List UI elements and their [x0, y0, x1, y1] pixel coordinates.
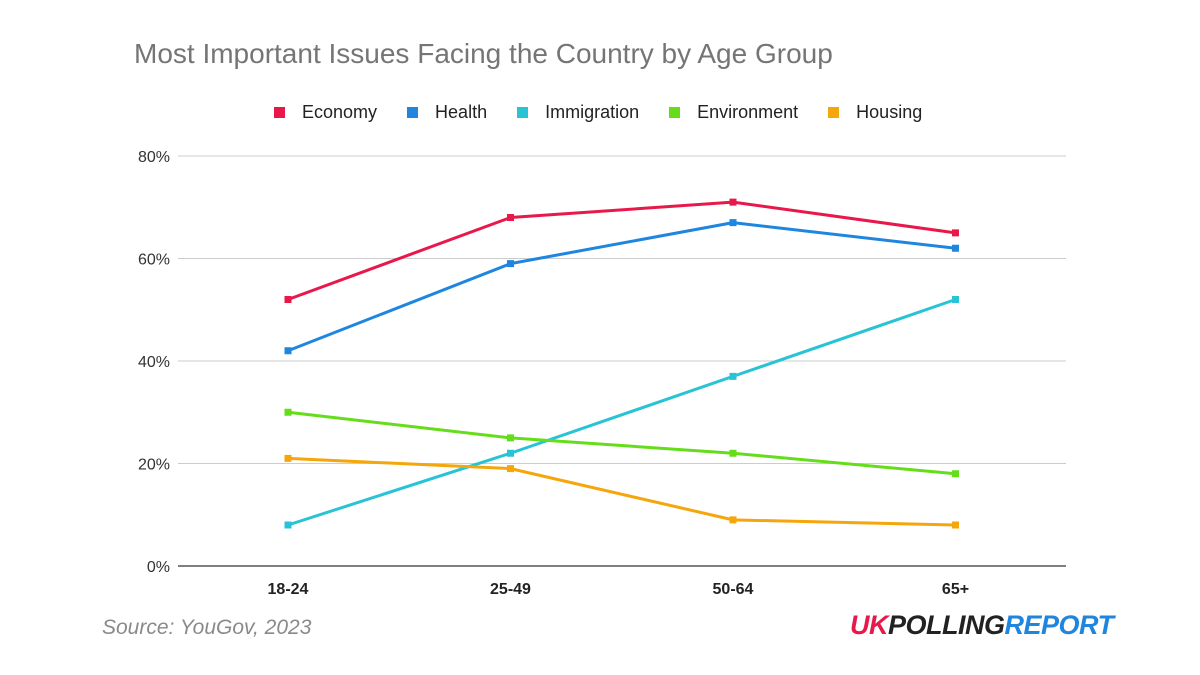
legend-item-immigration: Immigration	[517, 102, 639, 123]
data-point-environment	[952, 470, 959, 478]
data-point-environment	[284, 408, 292, 416]
legend-swatch	[669, 107, 681, 118]
chart-title: Most Important Issues Facing the Country…	[134, 38, 833, 69]
x-tick-label: 65+	[942, 581, 969, 598]
series-line-health	[287, 221, 956, 353]
legend-item-health: Health	[407, 102, 487, 123]
x-tick-label: 18-24	[268, 581, 309, 598]
brand-part-report: REPORT	[1004, 610, 1115, 640]
x-tick-label: 25-49	[490, 581, 531, 598]
data-point-environment	[507, 434, 514, 442]
legend-swatch	[274, 107, 285, 118]
series-line-immigration	[287, 298, 956, 527]
legend-label: Health	[435, 102, 488, 122]
brand-part-uk: UK	[850, 610, 889, 640]
source-note: Source: YouGov, 2023	[102, 616, 312, 639]
legend-label: Environment	[697, 102, 799, 122]
legend-label: Housing	[856, 102, 923, 122]
data-point-housing	[284, 454, 292, 462]
legend-swatch	[407, 107, 419, 118]
data-point-economy	[284, 296, 292, 303]
data-point-health	[729, 219, 737, 227]
legend-label: Immigration	[545, 102, 640, 122]
data-point-immigration	[507, 449, 514, 457]
data-point-environment	[729, 449, 737, 457]
data-point-immigration	[952, 296, 959, 303]
legend-item-economy: Economy	[274, 102, 377, 123]
y-tick-label: 40%	[138, 354, 170, 371]
legend-label: Economy	[302, 102, 378, 122]
data-point-health	[952, 244, 959, 252]
series-line-economy	[287, 200, 956, 301]
data-point-economy	[507, 214, 514, 221]
data-point-housing	[507, 465, 514, 473]
data-point-housing	[729, 516, 737, 524]
data-point-health	[284, 347, 292, 355]
y-tick-label: 0%	[147, 559, 170, 576]
brand-logo: UKPOLLINGREPORT	[850, 610, 1114, 641]
y-tick-label: 60%	[138, 252, 170, 269]
brand-part-polling: POLLING	[888, 610, 1005, 640]
data-point-immigration	[729, 372, 737, 380]
data-point-immigration	[284, 521, 292, 529]
data-point-economy	[952, 229, 959, 237]
data-point-health	[507, 260, 514, 268]
x-tick-label: 50-64	[713, 581, 754, 598]
series-line-housing	[287, 456, 956, 527]
legend-item-environment: Environment	[669, 102, 798, 123]
legend-item-housing: Housing	[828, 102, 922, 123]
data-point-housing	[952, 521, 959, 529]
chart-legend: Economy Health Immigration Environment Housi…	[274, 102, 952, 123]
data-point-economy	[729, 198, 737, 206]
y-tick-label: 80%	[138, 149, 170, 166]
series-line-environment	[287, 410, 956, 476]
y-tick-label: 20%	[138, 457, 170, 474]
legend-swatch	[828, 107, 840, 118]
legend-swatch	[517, 107, 529, 118]
